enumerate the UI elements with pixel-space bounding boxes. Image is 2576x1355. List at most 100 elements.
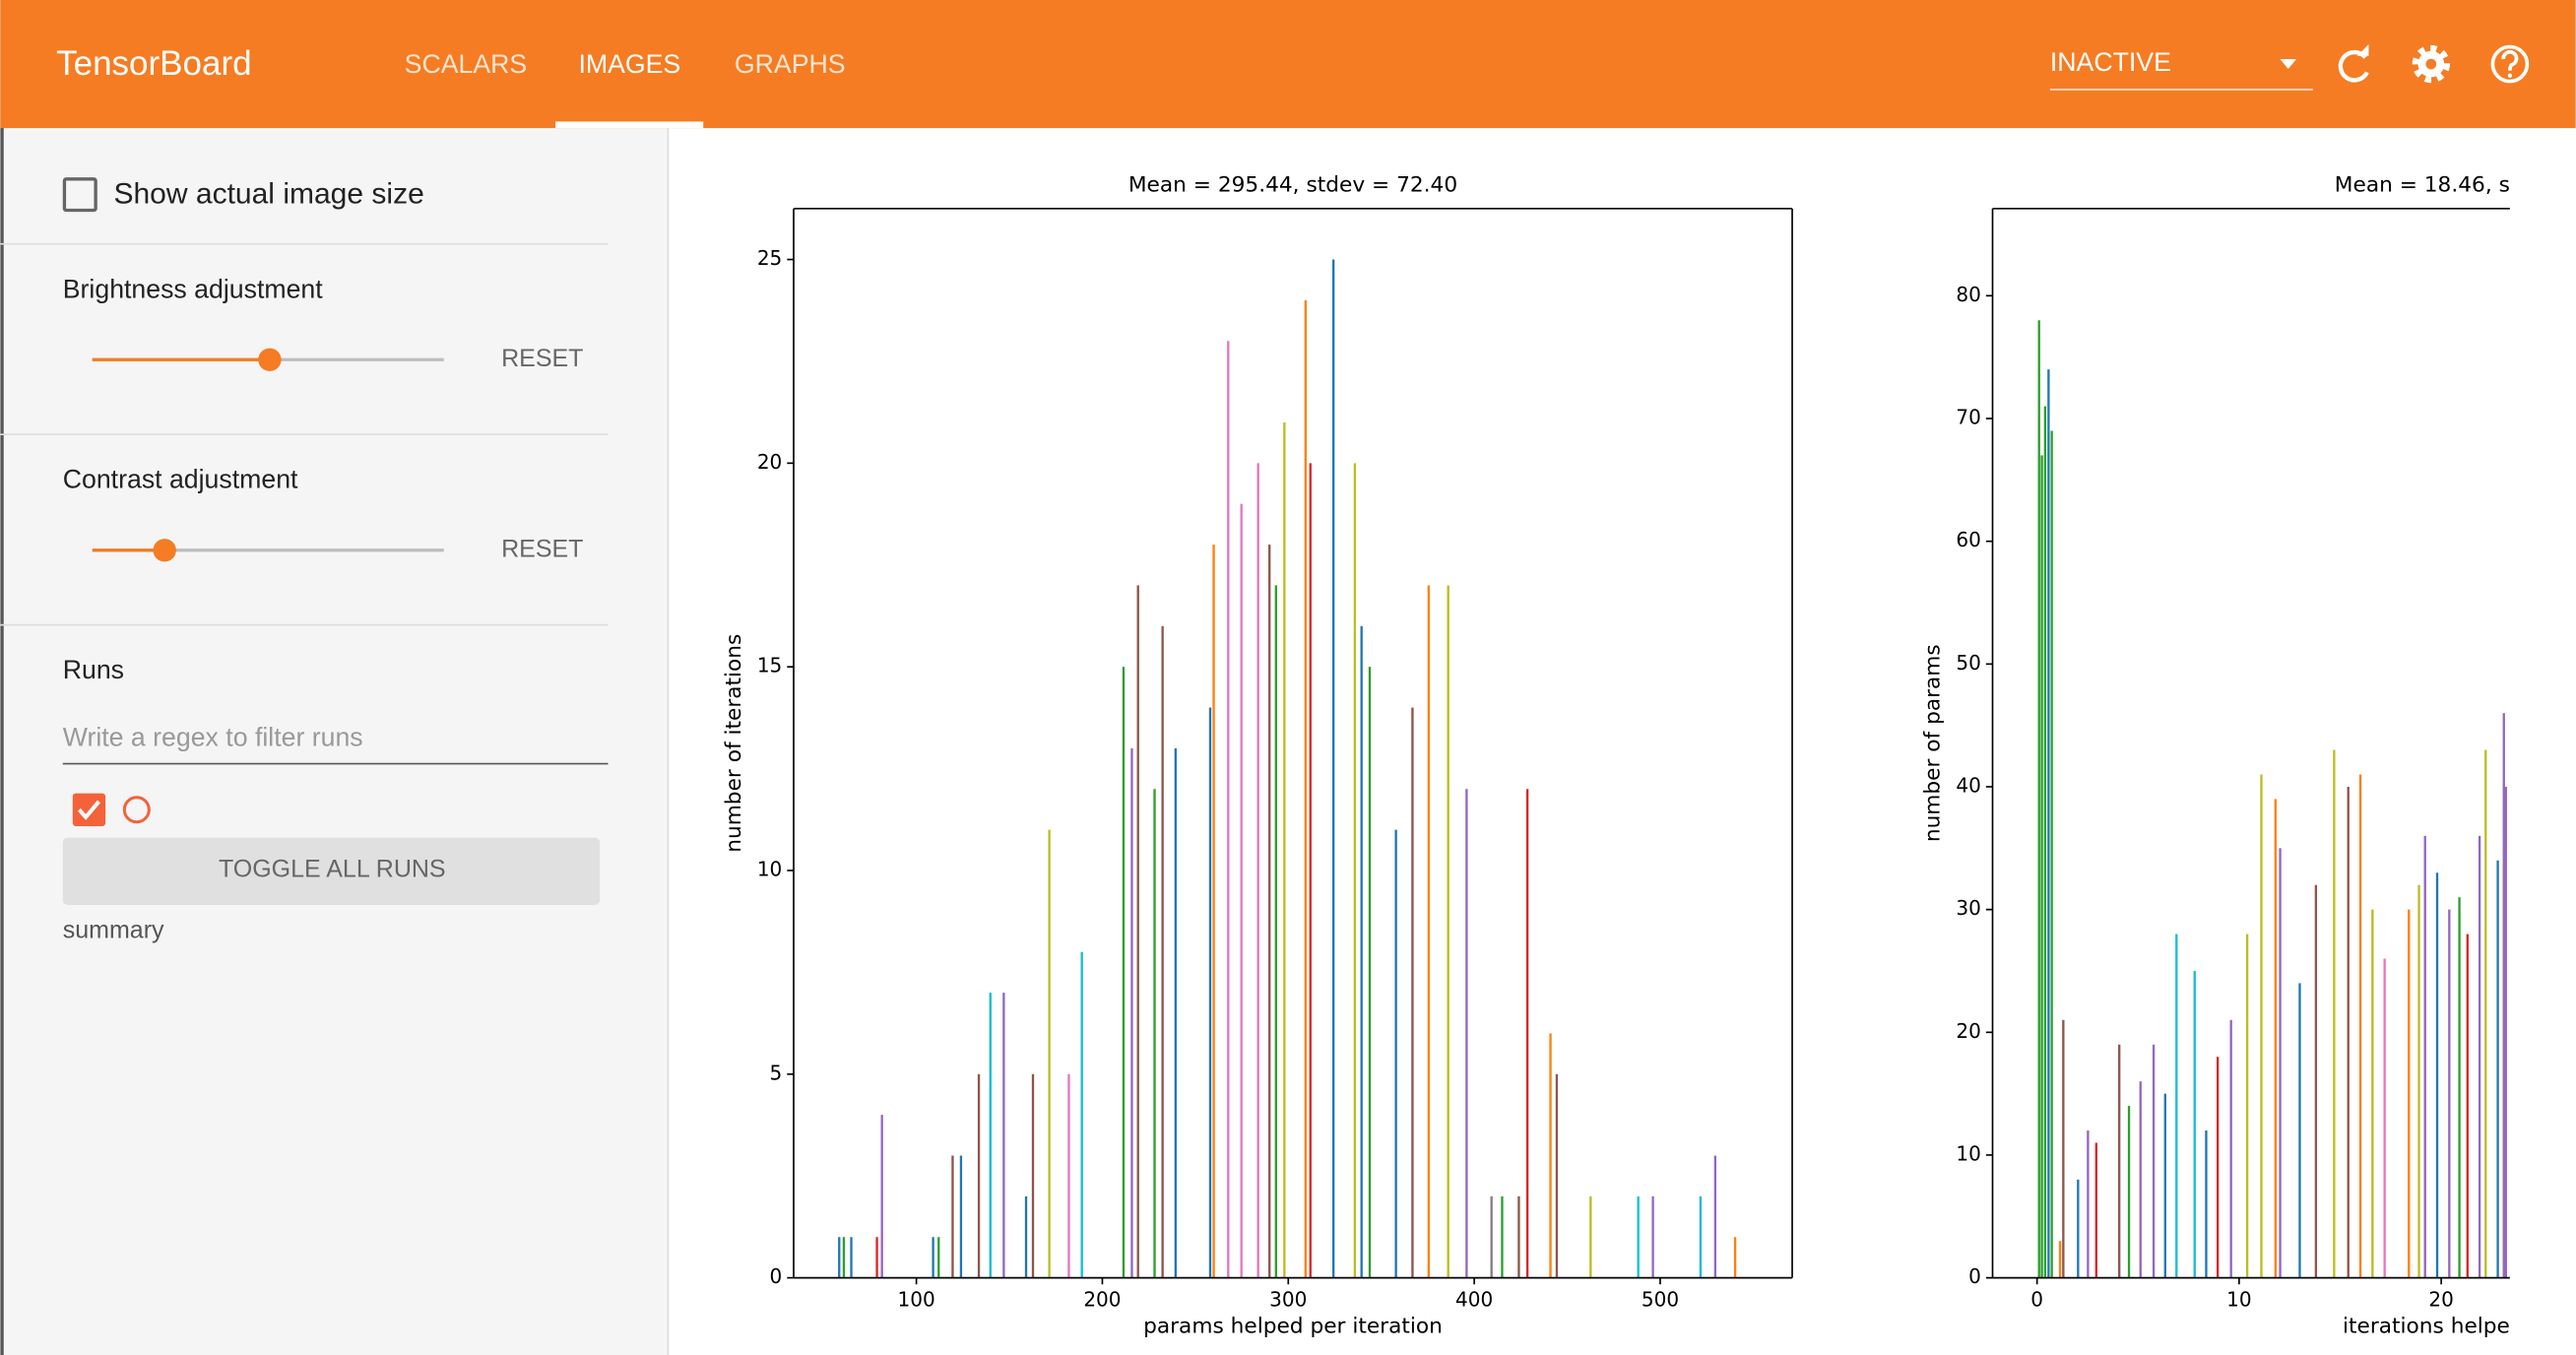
bar (1501, 1195, 1504, 1278)
y-tick-label: 60 (1956, 528, 1980, 551)
slider-thumb[interactable] (258, 348, 282, 371)
chart: Mean = 18.46, s iterations helpe number of… (1920, 172, 2510, 1339)
x-tick-label: 500 (1642, 1287, 1679, 1311)
bar (1304, 299, 1308, 1278)
run-color-radio[interactable] (122, 796, 151, 824)
tab-active[interactable]: IMAGES (578, 49, 680, 79)
bar (2417, 884, 2420, 1278)
reset-button[interactable]: RESET (501, 345, 583, 372)
bar (2448, 909, 2451, 1278)
dropdown-arrow[interactable] (2280, 59, 2297, 70)
bar (2358, 774, 2362, 1278)
bar (838, 1237, 841, 1278)
bar (1227, 341, 1230, 1278)
bar (1080, 951, 1083, 1278)
bar (2193, 970, 2196, 1278)
x-tick-label: 400 (1455, 1287, 1493, 1311)
tab[interactable]: GRAPHS (735, 49, 846, 79)
bar (2496, 860, 2499, 1278)
section-label: Contrast adjustment (63, 465, 298, 494)
bar (850, 1237, 853, 1278)
bar (2216, 1057, 2220, 1278)
bar (880, 1115, 883, 1278)
tab[interactable]: SCALARS (405, 49, 528, 79)
bar (2423, 835, 2426, 1278)
bar (1130, 747, 1133, 1278)
bar (1332, 259, 1335, 1278)
bar (1161, 625, 1164, 1278)
bar (977, 1073, 981, 1278)
bar (1353, 463, 1357, 1278)
y-axis-label: number of iterations (722, 634, 746, 853)
y-tick-label: 20 (757, 450, 782, 474)
toggle-button-label: TOGGLE ALL RUNS (219, 856, 446, 883)
bar (1394, 829, 1397, 1278)
help-dot (2507, 73, 2513, 78)
bar (2333, 749, 2336, 1278)
x-axis-label: params helped per iteration (1143, 1315, 1443, 1339)
run-name: summary (63, 916, 164, 943)
section-label: Runs (63, 655, 124, 684)
bar (2314, 884, 2318, 1278)
reset-button[interactable]: RESET (501, 535, 583, 562)
bar (1274, 585, 1277, 1278)
x-tick-label: 20 (2428, 1287, 2453, 1311)
bar (2175, 934, 2178, 1278)
toolbar (0, 0, 2576, 129)
y-tick-label: 30 (1956, 896, 1980, 920)
bar (1525, 789, 1529, 1278)
bar (2163, 1093, 2166, 1278)
bar (1283, 421, 1286, 1278)
bar (2371, 909, 2374, 1278)
bar (1490, 1195, 1493, 1278)
bar (2139, 1081, 2142, 1278)
bar (1208, 707, 1212, 1278)
bar (1447, 585, 1449, 1278)
bar (2458, 897, 2461, 1278)
settings-button[interactable] (2412, 44, 2451, 84)
bar (2037, 320, 2040, 1278)
bar (2484, 749, 2487, 1278)
bar (1360, 625, 1363, 1278)
x-tick-label: 300 (1269, 1287, 1307, 1311)
filter-input[interactable]: Write a regex to filter runs (63, 723, 363, 752)
x-tick-label: 10 (2226, 1287, 2251, 1311)
bar (2502, 713, 2505, 1278)
run-checkbox[interactable] (72, 793, 106, 826)
y-tick-label: 40 (1956, 773, 1980, 797)
bar (1651, 1195, 1654, 1278)
bar (1699, 1195, 1703, 1278)
bar (1555, 1073, 1559, 1278)
checkbox[interactable] (62, 177, 97, 213)
bar (2229, 1019, 2232, 1278)
chart-title: Mean = 295.44, stdev = 72.40 (1128, 172, 1457, 197)
bar (2260, 774, 2263, 1278)
bar (2383, 958, 2386, 1278)
x-tick-label: 100 (898, 1287, 935, 1311)
y-tick-label: 15 (757, 654, 782, 678)
bar (2127, 1106, 2131, 1278)
toggle-button[interactable] (62, 837, 601, 906)
tab-indicator (555, 121, 704, 129)
help-button[interactable] (2490, 44, 2530, 84)
bar (1268, 545, 1271, 1278)
bar (1048, 829, 1051, 1278)
y-tick-label: 5 (770, 1061, 783, 1084)
bar (1713, 1155, 1717, 1278)
x-axis-label: iterations helpe (2343, 1315, 2510, 1339)
bar (1549, 1033, 1552, 1278)
bar (989, 993, 992, 1278)
bar (2062, 1019, 2065, 1278)
bar (2087, 1130, 2090, 1278)
run-status-select[interactable]: INACTIVE (2050, 47, 2171, 77)
bar (1031, 1073, 1035, 1278)
y-tick-label: 20 (1956, 1019, 1980, 1043)
app-title: TensorBoard (56, 44, 252, 83)
bar (2205, 1130, 2208, 1278)
x-tick-label: 0 (2030, 1287, 2043, 1311)
slider-thumb[interactable] (153, 539, 176, 562)
window-edge (0, 0, 4, 1355)
y-tick-label: 0 (1968, 1264, 1981, 1288)
